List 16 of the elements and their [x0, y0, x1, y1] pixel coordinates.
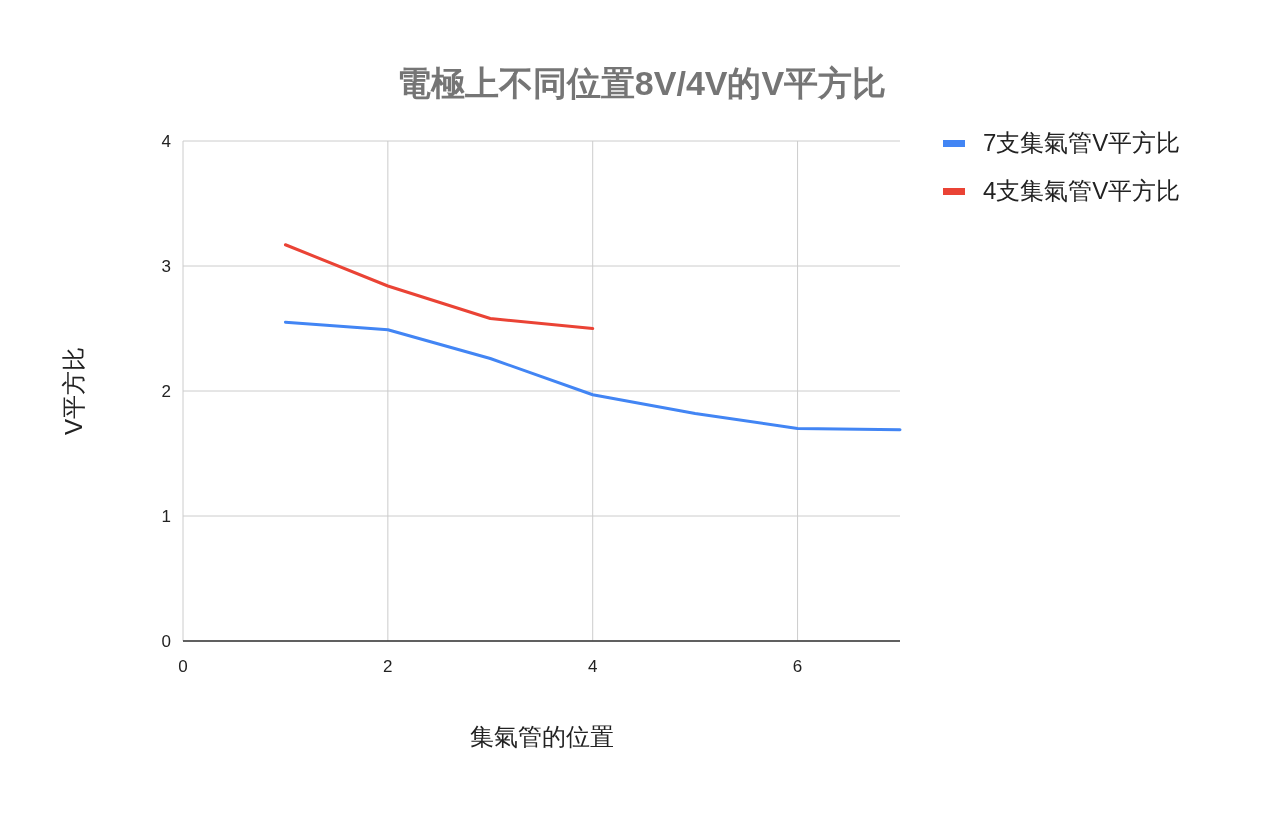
y-tick-label: 3 — [161, 257, 171, 276]
x-tick-label: 0 — [178, 657, 188, 676]
line-series — [283, 320, 902, 432]
y-tick-label: 2 — [161, 382, 171, 401]
y-tick-label: 0 — [161, 632, 171, 651]
chart-title: 電極上不同位置8V/4V的V平方比 — [396, 64, 887, 102]
line-series — [283, 243, 595, 330]
y-axis-title: V平方比 — [60, 346, 87, 436]
x-tick-label: 4 — [587, 657, 598, 676]
legend-label: 4支集氣管V平方比 — [983, 177, 1181, 204]
x-tick-label: 6 — [792, 657, 803, 676]
y-tick-label: 4 — [161, 132, 171, 151]
legend-label: 7支集氣管V平方比 — [983, 129, 1181, 156]
x-tick-label: 2 — [383, 657, 393, 676]
y-tick-label: 1 — [161, 507, 171, 526]
x-axis-title: 集氣管的位置 — [469, 723, 614, 750]
